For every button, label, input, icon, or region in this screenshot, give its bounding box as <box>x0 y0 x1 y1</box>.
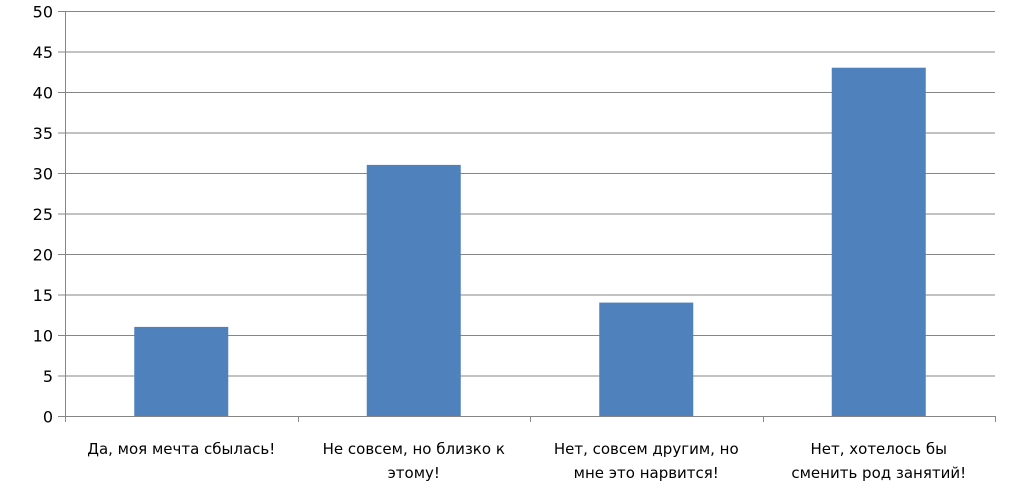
y-tick-label: 10 <box>33 327 53 346</box>
y-tick-label: 35 <box>33 124 53 143</box>
x-category-label: Не совсем, но близко к <box>323 440 505 458</box>
x-category-label: Да, моя мечта сбылась! <box>87 440 275 458</box>
y-tick-label: 45 <box>33 43 53 62</box>
x-category-label: мне это нарвится! <box>574 464 719 482</box>
y-tick-label: 20 <box>33 246 53 265</box>
bar <box>831 67 926 416</box>
y-tick-label: 15 <box>33 286 53 305</box>
x-category-label: этому! <box>388 464 440 482</box>
y-tick-label: 0 <box>43 408 53 427</box>
bar <box>599 302 694 416</box>
bar <box>366 164 461 416</box>
bar <box>134 326 229 416</box>
x-category-label: Нет, хотелось бы <box>810 440 947 458</box>
y-tick-label: 25 <box>33 205 53 224</box>
y-tick-label: 50 <box>33 3 53 22</box>
y-tick-label: 5 <box>43 367 53 386</box>
y-tick-label: 30 <box>33 165 53 184</box>
x-category-label: Нет, совсем другим, но <box>554 440 739 458</box>
y-tick-label: 40 <box>33 84 53 103</box>
x-category-label: сменить род занятий! <box>791 464 966 482</box>
